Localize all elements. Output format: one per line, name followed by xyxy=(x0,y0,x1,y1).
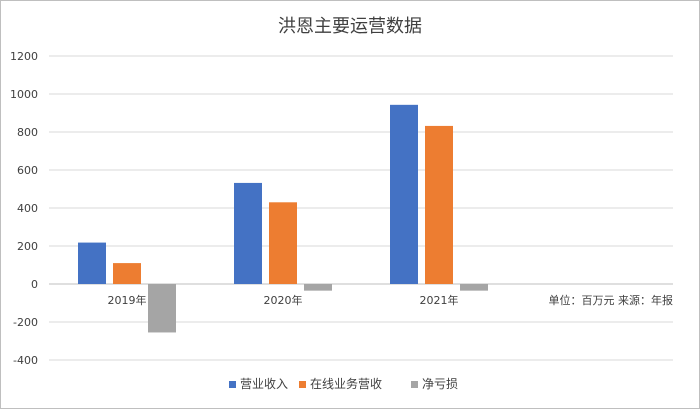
legend-label: 营业收入 xyxy=(240,377,288,391)
y-tick-label: 400 xyxy=(17,202,38,215)
bar-净亏损-2020年 xyxy=(304,284,332,291)
legend-swatch xyxy=(411,381,418,388)
y-tick-label: 0 xyxy=(31,278,38,291)
y-tick-label: 200 xyxy=(17,240,38,253)
grid-lines xyxy=(49,55,673,361)
legend-label: 净亏损 xyxy=(422,377,458,391)
x-tick-label: 2021年 xyxy=(420,293,459,307)
bar-净亏损-2019年 xyxy=(148,284,176,333)
legend-swatch xyxy=(229,381,236,388)
y-tick-label: 1200 xyxy=(10,50,38,63)
x-tick-label: 2020年 xyxy=(264,293,303,307)
bar-营业收入-2021年 xyxy=(390,104,418,284)
y-tick-label: 600 xyxy=(17,164,38,177)
y-tick-label: -200 xyxy=(13,316,38,329)
bar-在线业务营收-2019年 xyxy=(113,263,141,284)
y-tick-label: -400 xyxy=(13,354,38,367)
bars xyxy=(78,104,488,333)
legend-swatch xyxy=(299,381,306,388)
legend: 营业收入 在线业务营收 净亏损 xyxy=(229,376,458,391)
bar-净亏损-2021年 xyxy=(460,284,488,291)
unit-source-note: 单位：百万元 来源：年报 xyxy=(549,293,674,307)
y-tick-label: 1000 xyxy=(10,88,38,101)
bar-营业收入-2020年 xyxy=(234,182,262,284)
legend-label: 在线业务营收 xyxy=(310,376,382,391)
x-tick-label: 2019年 xyxy=(108,293,147,307)
bar-在线业务营收-2020年 xyxy=(269,202,297,284)
chart-title: 洪恩主要运营数据 xyxy=(278,16,422,37)
x-axis-ticks: 2019年 2020年 2021年 xyxy=(108,293,459,307)
bar-在线业务营收-2021年 xyxy=(425,125,453,284)
y-axis-ticks: -400 -200 0 200 400 600 800 1000 1200 xyxy=(10,50,38,367)
y-tick-label: 800 xyxy=(17,126,38,139)
bar-营业收入-2019年 xyxy=(78,242,106,284)
